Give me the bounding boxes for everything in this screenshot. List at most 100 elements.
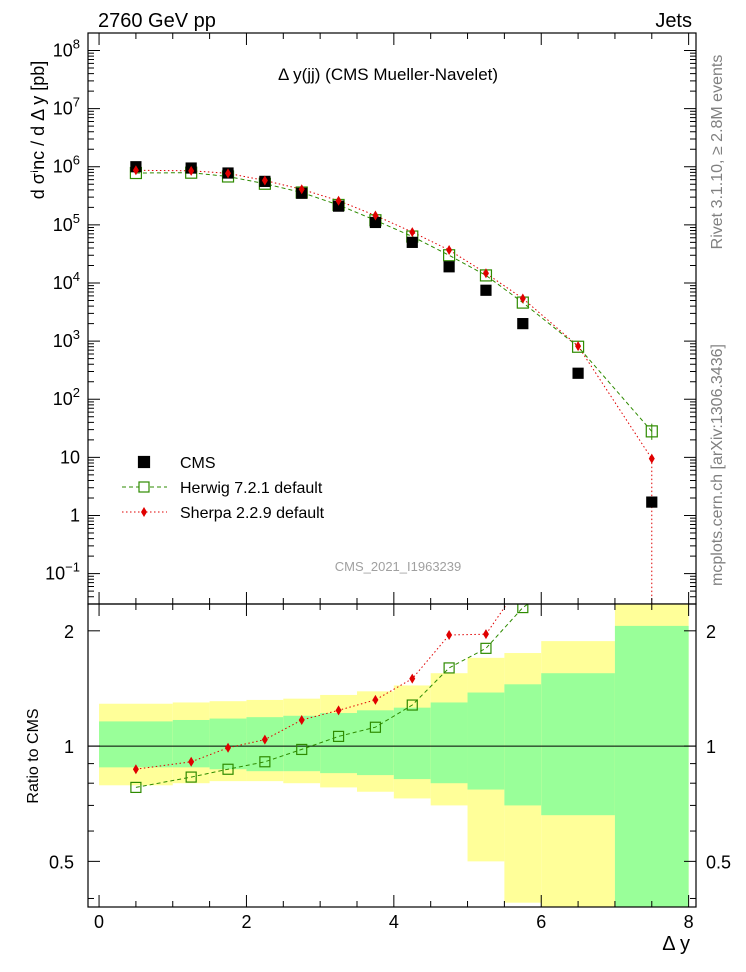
y-tick-base: 10 bbox=[53, 40, 73, 60]
legend-label: Herwig 7.2.1 default bbox=[180, 480, 323, 497]
sherpa-point bbox=[335, 195, 342, 206]
herwig-ratio-point bbox=[130, 781, 142, 794]
sherpa-point bbox=[409, 227, 416, 238]
band-inner bbox=[614, 625, 689, 907]
y-tick-label: 105 bbox=[53, 211, 80, 235]
herwig-line bbox=[135, 172, 653, 432]
x-tick-label: 2 bbox=[241, 912, 251, 932]
sherpa-ratio-point bbox=[575, 564, 581, 574]
y-tick-label: 103 bbox=[53, 327, 80, 351]
x-tick-label: 4 bbox=[389, 912, 399, 932]
y-tick-base: 10 bbox=[53, 157, 73, 177]
sherpa-point bbox=[482, 268, 489, 279]
mcplots-label: mcplots.cern.ch [arXiv:1306.3436] bbox=[709, 344, 726, 586]
herwig-ratio-point bbox=[406, 699, 418, 711]
y-tick-label: 0.5 bbox=[49, 852, 74, 872]
y-tick-base: 10 bbox=[53, 331, 73, 351]
y-tick-label-right: 0.5 bbox=[706, 852, 731, 872]
herwig-ratio-point bbox=[573, 564, 583, 574]
herwig-ratio-point bbox=[517, 604, 529, 614]
y-axis-title-main: d σⁱnc / d Δ y [pb] bbox=[28, 61, 48, 199]
legend-herwig-marker bbox=[138, 481, 150, 493]
sherpa-point bbox=[261, 175, 268, 186]
herwig-ratio-line bbox=[135, 604, 529, 788]
sherpa-ratio-point bbox=[446, 630, 453, 641]
chart-title: Δ y(jj) (CMS Mueller-Navelet) bbox=[278, 65, 498, 84]
x-tick-label: 0 bbox=[94, 912, 104, 932]
sherpa-point bbox=[132, 165, 139, 176]
ratio-data-layer bbox=[130, 280, 657, 794]
rivet-version-label: Rivet 3.1.10, ≥ 2.8M events bbox=[709, 55, 726, 250]
y-tick-base: 10 bbox=[53, 273, 73, 293]
sherpa-ratio-point bbox=[225, 742, 232, 753]
legend-sherpa-marker bbox=[141, 507, 147, 517]
band-inner bbox=[283, 715, 321, 772]
y-tick-label-right: 2 bbox=[706, 622, 716, 642]
sherpa-point bbox=[648, 453, 655, 464]
herwig-point bbox=[645, 425, 658, 438]
band-inner bbox=[430, 702, 468, 784]
band-inner bbox=[467, 692, 505, 790]
sherpa-ratio-point bbox=[188, 756, 195, 767]
sherpa-ratio-point bbox=[372, 694, 379, 705]
main-data-layer bbox=[129, 161, 658, 604]
sherpa-point bbox=[446, 244, 453, 255]
legend-label: Sherpa 2.2.9 default bbox=[180, 505, 325, 522]
y-tick-base: 10 bbox=[45, 564, 65, 584]
ratio-frame bbox=[87, 603, 697, 908]
band-inner bbox=[504, 684, 542, 806]
legend: CMS Herwig 7.2.1 default Sherpa 2.2.9 defa… bbox=[122, 455, 325, 522]
y-tick-exponent: 6 bbox=[73, 153, 80, 168]
y-tick-label: 1 bbox=[70, 505, 80, 525]
sherpa-ratio-point bbox=[261, 734, 268, 745]
x-tick-label: 6 bbox=[536, 912, 546, 932]
sherpa-point bbox=[225, 168, 232, 179]
cms-point bbox=[517, 318, 529, 330]
herwig-ratio-point bbox=[369, 721, 382, 733]
sherpa-ratio-point bbox=[335, 705, 342, 716]
herwig-ratio-point bbox=[185, 771, 197, 783]
y-axis-title-ratio: Ratio to CMS bbox=[25, 708, 42, 803]
y-tick-exponent: 5 bbox=[73, 211, 80, 226]
sherpa-line bbox=[135, 169, 653, 459]
sherpa-ratio-point bbox=[409, 673, 416, 684]
ratio-axes: 0 2 4 6 8 2 2 1 1 0.5 0.5 bbox=[49, 603, 731, 932]
legend-cms-marker bbox=[137, 455, 151, 469]
herwig-ratio-point bbox=[480, 642, 492, 654]
band-inner bbox=[356, 710, 394, 776]
y-tick-label: 2 bbox=[64, 622, 74, 642]
y-tick-exponent: 3 bbox=[73, 327, 80, 342]
herwig-ratio-point bbox=[259, 756, 271, 768]
sherpa-point bbox=[298, 184, 305, 195]
y-tick-label: 10−1 bbox=[45, 560, 80, 584]
header-right: Jets bbox=[655, 10, 692, 32]
y-tick-label-right: 1 bbox=[706, 737, 716, 757]
sherpa-point bbox=[575, 341, 582, 352]
y-tick-label: 104 bbox=[53, 269, 80, 293]
sherpa-ratio-point bbox=[132, 764, 139, 775]
y-tick-label: 1 bbox=[64, 737, 74, 757]
y-tick-base: 10 bbox=[53, 389, 73, 409]
y-tick-label: 106 bbox=[53, 153, 80, 177]
ratio-panel: 0 2 4 6 8 2 2 1 1 0.5 0.5 Ratio to CMS Δ y bbox=[25, 280, 731, 955]
sherpa-ratio-point bbox=[298, 714, 305, 725]
herwig-ratio-point bbox=[647, 280, 657, 290]
y-tick-label: 10 bbox=[60, 447, 80, 467]
y-tick-exponent: 7 bbox=[73, 95, 80, 110]
sherpa-ratio-point bbox=[520, 576, 526, 586]
x-tick-label: 8 bbox=[684, 912, 694, 932]
header-left: 2760 GeV pp bbox=[98, 10, 216, 32]
sherpa-point bbox=[372, 210, 379, 221]
sherpa-point bbox=[519, 293, 526, 304]
y-tick-label: 107 bbox=[53, 95, 80, 119]
cms-point bbox=[646, 496, 658, 508]
band-inner bbox=[320, 713, 357, 774]
y-tick-exponent: 8 bbox=[73, 36, 80, 51]
cms-point bbox=[572, 367, 584, 379]
sherpa-ratio-point bbox=[482, 629, 489, 640]
uncertainty-bands bbox=[88, 604, 696, 907]
band-inner bbox=[393, 707, 431, 780]
band-inner bbox=[541, 673, 615, 816]
